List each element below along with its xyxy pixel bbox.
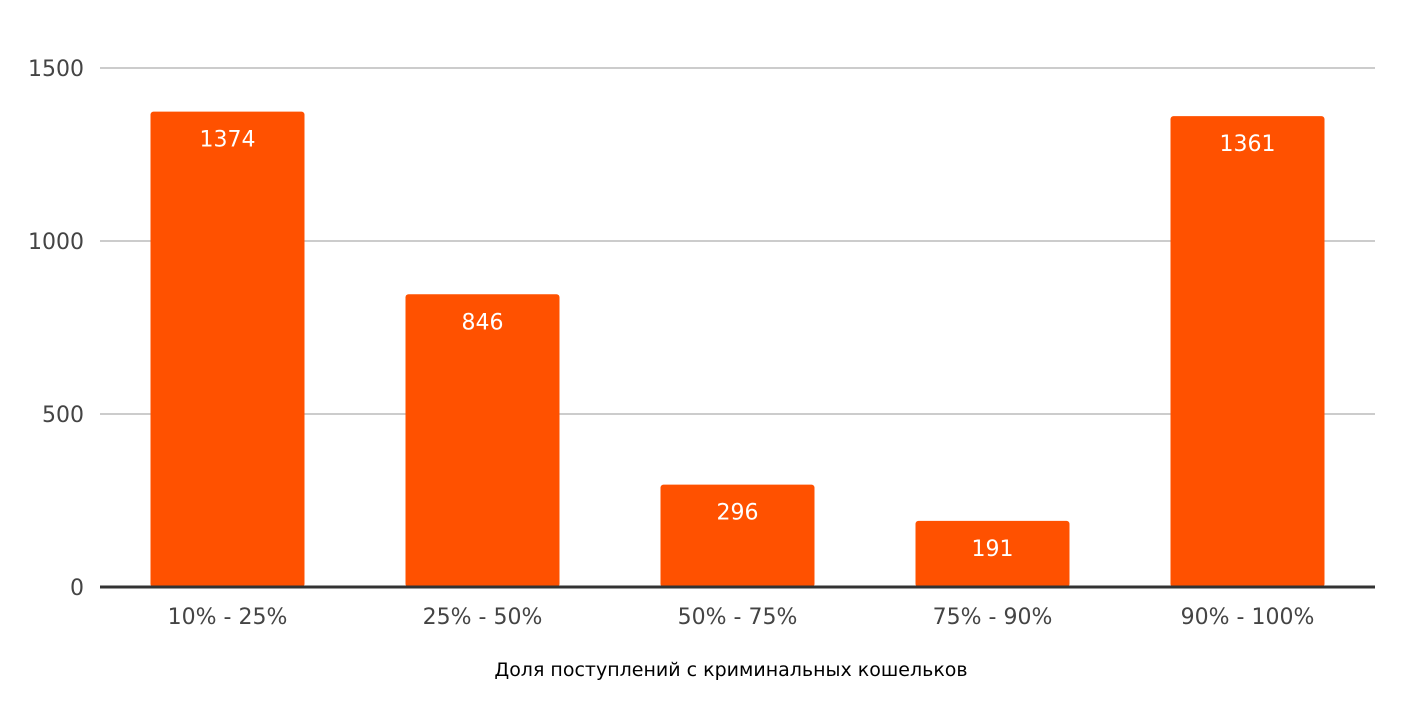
x-axis-ticks: 10% - 25% 25% - 50% 50% - 75% 75% - 90% 90% … xyxy=(168,605,1315,630)
data-label: 1374 xyxy=(200,128,256,153)
bar xyxy=(405,294,560,587)
bars xyxy=(150,111,1325,588)
y-tick-label: 1000 xyxy=(28,230,84,255)
data-label: 846 xyxy=(462,310,504,335)
y-tick-label: 1500 xyxy=(28,57,84,82)
data-labels: 1374 846 296 191 1361 xyxy=(200,128,1276,562)
x-tick-label: 10% - 25% xyxy=(168,605,288,630)
bar xyxy=(915,520,1070,587)
bar xyxy=(1170,116,1325,588)
y-axis-ticks: 0 500 1000 1500 xyxy=(28,57,84,601)
y-tick-label: 0 xyxy=(70,576,84,601)
data-label: 296 xyxy=(717,501,759,526)
data-label: 191 xyxy=(972,537,1014,562)
data-label: 1361 xyxy=(1220,132,1276,157)
x-tick-label: 50% - 75% xyxy=(678,605,798,630)
gridlines xyxy=(100,67,1375,415)
x-axis-title: Доля поступлений с криминальных кошелько… xyxy=(494,659,967,681)
x-tick-label: 90% - 100% xyxy=(1181,605,1315,630)
x-tick-label: 75% - 90% xyxy=(933,605,1053,630)
bar xyxy=(660,484,815,587)
x-tick-label: 25% - 50% xyxy=(423,605,543,630)
bar xyxy=(150,111,305,587)
y-tick-label: 500 xyxy=(42,403,84,428)
